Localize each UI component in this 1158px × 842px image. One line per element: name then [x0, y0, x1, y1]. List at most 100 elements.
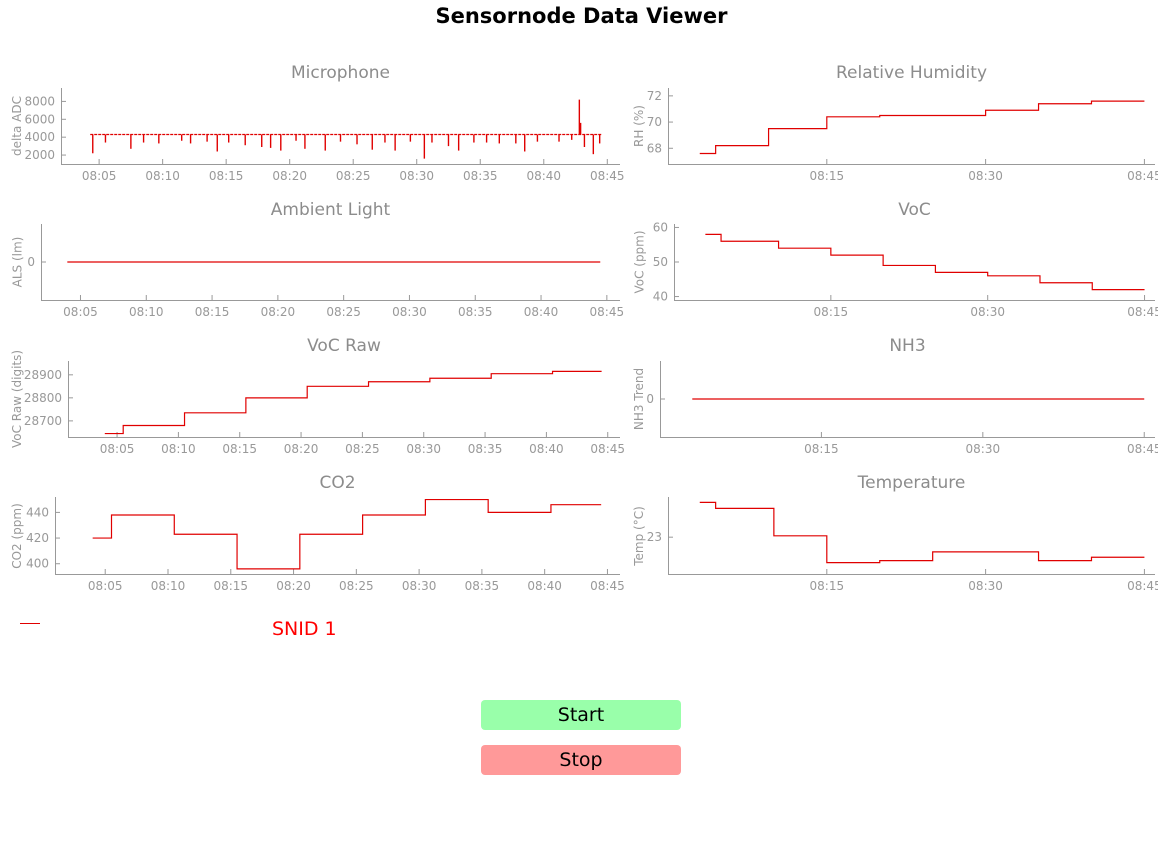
microphone-x-tick-label: 08:40 [526, 169, 561, 183]
nh3-x-tick-label: 08:30 [966, 442, 1001, 456]
ambient-light-x-tick-label: 08:15 [195, 305, 230, 319]
voc-raw-x-tick-label: 08:10 [161, 442, 196, 456]
microphone-x-tick-label: 08:45 [590, 169, 625, 183]
ambient-light-y-axis-label: ALS (lm) [9, 236, 24, 288]
relative-humidity-y-tick-label: 68 [647, 141, 662, 155]
voc-raw-x-tick-label: 08:40 [529, 442, 564, 456]
temperature-x-tick-label: 08:45 [1127, 579, 1158, 593]
voc-raw-x-tick-label: 08:25 [345, 442, 380, 456]
relative-humidity-chart: 68 70 72 08:15 08:30 08:45 [647, 88, 1158, 183]
nh3-chart-title: NH3 [889, 336, 926, 356]
temperature-y-tick-label: 23 [647, 530, 662, 544]
ambient-light-chart-title: Ambient Light [270, 200, 391, 220]
voc-raw-y-tick-label: 28700 [24, 414, 62, 428]
microphone-x-tick-label: 08:25 [336, 169, 371, 183]
co2-chart: 400 420 440 08:05 08:10 08:15 08:20 08:25 08:30 0… [26, 497, 625, 593]
voc-raw-y-tick-label: 28800 [24, 391, 62, 405]
co2-y-tick-label: 440 [26, 505, 49, 519]
voc-y-tick-label: 40 [653, 290, 668, 304]
co2-x-tick-label: 08:45 [590, 579, 625, 593]
co2-series-line [92, 498, 602, 570]
ambient-light-x-tick-label: 08:45 [590, 305, 625, 319]
voc-raw-x-tick-label: 08:30 [406, 442, 441, 456]
voc-series-line [705, 233, 1145, 291]
voc-raw-x-tick-label: 08:35 [468, 442, 503, 456]
ambient-light-chart: 0 08:05 08:10 08:15 08:20 08:25 08:30 08:35 08:4… [27, 224, 624, 319]
voc-chart: 40 50 60 08:15 08:30 08:45 [653, 220, 1158, 319]
voc-raw-x-tick-label: 08:05 [100, 442, 135, 456]
voc-y-tick-label: 50 [653, 255, 668, 269]
microphone-y-tick-label: 8000 [24, 94, 55, 108]
co2-chart-title: CO2 [319, 473, 356, 493]
microphone-y-tick-label: 6000 [24, 112, 55, 126]
voc-y-axis-label: VoC (ppm) [632, 230, 647, 294]
microphone-y-axis-label: delta ADC [10, 95, 25, 157]
co2-y-tick-label: 400 [26, 557, 49, 571]
microphone-x-tick-label: 08:10 [145, 169, 180, 183]
co2-x-tick-label: 08:35 [465, 579, 500, 593]
co2-y-axis-label: CO2 (ppm) [9, 502, 24, 569]
co2-x-tick-label: 08:20 [276, 579, 311, 593]
voc-raw-x-tick-label: 08:45 [590, 442, 625, 456]
ambient-light-y-tick-label: 0 [27, 255, 35, 269]
temperature-x-tick-label: 08:15 [810, 579, 845, 593]
ambient-light-x-tick-label: 08:25 [326, 305, 361, 319]
microphone-chart-title: Microphone [291, 63, 390, 83]
voc-x-tick-label: 08:30 [970, 305, 1005, 319]
microphone-x-tick-label: 08:05 [82, 169, 117, 183]
stop-button[interactable]: Stop [481, 745, 681, 775]
co2-x-tick-label: 08:05 [88, 579, 123, 593]
voc-raw-x-tick-label: 08:15 [222, 442, 257, 456]
nh3-chart: 0 08:15 08:30 08:45 [646, 361, 1158, 456]
nh3-y-tick-label: 0 [646, 392, 654, 406]
voc-raw-series-line [104, 370, 602, 435]
co2-x-tick-label: 08:40 [527, 579, 562, 593]
microphone-chart: 2000 4000 6000 8000 08:05 08:10 08:15 08:20 08:2… [24, 88, 625, 183]
co2-x-tick-label: 08:25 [339, 579, 374, 593]
voc-raw-y-axis-label: VoC Raw (digits) [10, 349, 25, 449]
relative-humidity-chart-title: Relative Humidity [835, 63, 988, 83]
nh3-x-tick-label: 08:45 [1127, 442, 1158, 456]
voc-raw-x-tick-label: 08:20 [284, 442, 319, 456]
legend-swatch [20, 623, 40, 624]
relative-humidity-x-tick-label: 08:45 [1127, 169, 1158, 183]
voc-x-tick-label: 08:15 [814, 305, 849, 319]
ambient-light-x-tick-label: 08:20 [261, 305, 296, 319]
voc-chart-title: VoC [898, 200, 931, 220]
nh3-y-axis-label: NH3 Trend [632, 367, 647, 431]
legend-label-snid1: SNID 1 [272, 618, 337, 640]
ambient-light-x-tick-label: 08:40 [524, 305, 559, 319]
microphone-x-tick-label: 08:15 [209, 169, 244, 183]
microphone-x-tick-label: 08:20 [272, 169, 307, 183]
microphone-x-tick-label: 08:30 [399, 169, 434, 183]
temperature-y-axis-label: Temp (°C) [631, 505, 646, 566]
co2-x-tick-label: 08:10 [151, 579, 186, 593]
ambient-light-x-tick-label: 08:30 [392, 305, 427, 319]
co2-y-tick-label: 420 [26, 531, 49, 545]
temperature-x-tick-label: 08:30 [968, 579, 1003, 593]
ambient-light-x-tick-label: 08:05 [63, 305, 98, 319]
microphone-y-tick-label: 2000 [24, 148, 55, 162]
start-button[interactable]: Start [481, 700, 681, 730]
co2-x-tick-label: 08:15 [213, 579, 248, 593]
temperature-series-line [699, 501, 1145, 564]
voc-raw-chart-title: VoC Raw [307, 336, 381, 356]
voc-x-tick-label: 08:45 [1127, 305, 1158, 319]
temperature-chart: 23 08:15 08:30 08:45 [647, 497, 1158, 593]
microphone-y-tick-label: 4000 [24, 130, 55, 144]
nh3-x-tick-label: 08:15 [804, 442, 839, 456]
microphone-x-tick-label: 08:35 [463, 169, 498, 183]
app-title: Sensornode Data Viewer [435, 4, 728, 28]
relative-humidity-x-tick-label: 08:15 [810, 169, 845, 183]
co2-x-tick-label: 08:30 [402, 579, 437, 593]
voc-raw-chart: 28700 28800 28900 08:05 08:10 08:15 08:20 08:25… [24, 361, 625, 456]
relative-humidity-series-line [699, 100, 1145, 155]
ambient-light-x-tick-label: 08:35 [458, 305, 493, 319]
temperature-chart-title: Temperature [857, 473, 966, 493]
voc-y-tick-label: 60 [653, 220, 668, 234]
relative-humidity-y-tick-label: 70 [647, 115, 662, 129]
ambient-light-x-tick-label: 08:10 [129, 305, 164, 319]
relative-humidity-y-tick-label: 72 [647, 89, 662, 103]
voc-raw-y-tick-label: 28900 [24, 368, 62, 382]
relative-humidity-y-axis-label: RH (%) [631, 105, 646, 147]
